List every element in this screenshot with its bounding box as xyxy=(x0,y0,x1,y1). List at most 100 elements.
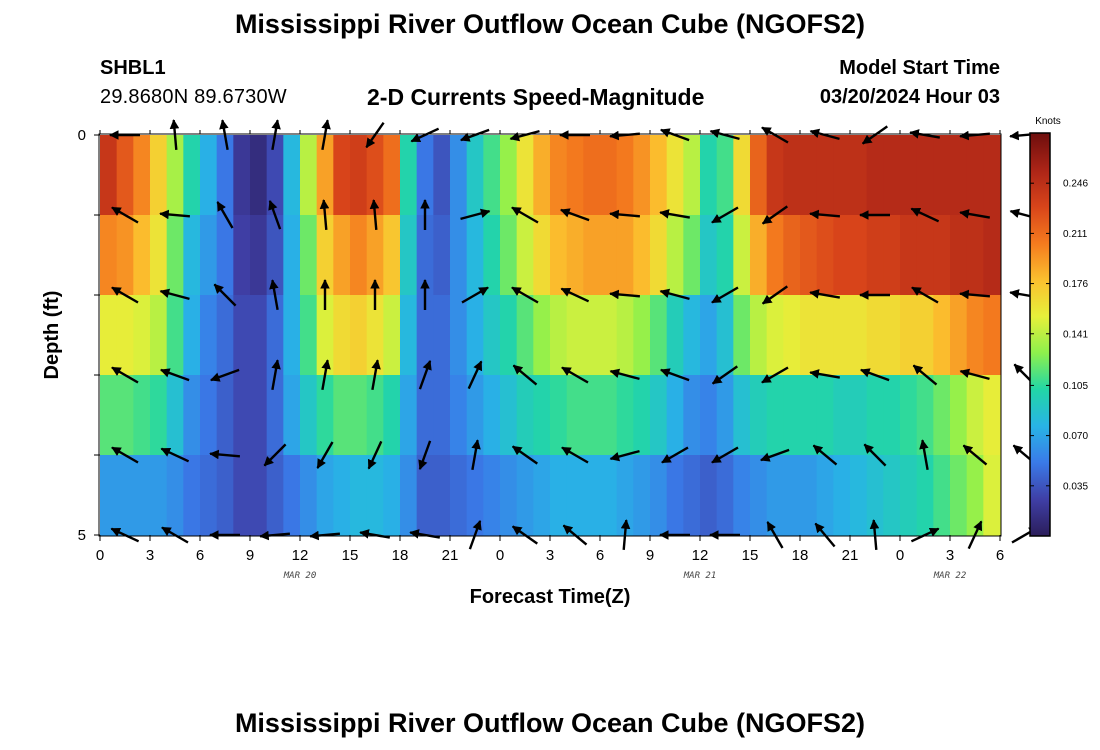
heatmap-cell xyxy=(383,135,401,216)
heatmap-cell xyxy=(183,135,201,216)
heatmap-cell xyxy=(983,215,1001,296)
current-arrow xyxy=(160,447,190,463)
current-arrow xyxy=(809,289,841,299)
heatmap-cell xyxy=(283,295,301,376)
heatmap-cell xyxy=(466,135,484,216)
heatmap-cell xyxy=(600,375,618,456)
current-arrow xyxy=(111,446,139,464)
current-arrow xyxy=(409,529,441,539)
heatmap-cell xyxy=(916,375,934,456)
current-arrow xyxy=(268,199,282,230)
heatmap-cell xyxy=(300,295,318,376)
heatmap-cell xyxy=(800,455,818,536)
heatmap-cell xyxy=(333,455,351,536)
current-arrow xyxy=(711,365,738,385)
current-arrow xyxy=(461,286,489,304)
heatmap-cell xyxy=(100,295,118,376)
heatmap-cell xyxy=(433,455,451,536)
heatmap-cell xyxy=(950,135,968,216)
current-arrow xyxy=(809,209,841,220)
heatmap-cell xyxy=(250,455,268,536)
current-arrow xyxy=(761,285,788,305)
current-arrow xyxy=(959,209,991,219)
current-arrow xyxy=(111,366,139,384)
heatmap-cell xyxy=(150,215,168,296)
heatmap-cell xyxy=(883,215,901,296)
heatmap-cell xyxy=(433,215,451,296)
heatmap-cell xyxy=(716,375,734,456)
heatmap-cell xyxy=(883,375,901,456)
heatmap-cell xyxy=(633,375,651,456)
heatmap-cell xyxy=(200,215,218,296)
heatmap-cell xyxy=(550,455,568,536)
model-start-label: Model Start Time xyxy=(839,57,1000,79)
heatmap-cell xyxy=(216,295,234,376)
current-arrow xyxy=(912,364,938,386)
heatmap-cell xyxy=(850,455,868,536)
current-arrow xyxy=(511,286,539,304)
current-arrow xyxy=(910,527,940,543)
heatmap-cell xyxy=(616,215,634,296)
colorbar-unit-label: Knots xyxy=(1035,116,1061,127)
heatmap-cell xyxy=(250,375,268,456)
heatmap-cell xyxy=(666,375,684,456)
heatmap-cell xyxy=(133,375,151,456)
heatmap-cell xyxy=(150,135,168,216)
heatmap-cell xyxy=(183,455,201,536)
heatmap-cell xyxy=(566,455,584,536)
current-arrow xyxy=(316,441,334,469)
heatmap-cell xyxy=(133,135,151,216)
current-arrow xyxy=(919,439,929,471)
current-arrow xyxy=(321,119,331,151)
heatmap-cell xyxy=(800,215,818,296)
heatmap-cell xyxy=(916,455,934,536)
heatmap-cell xyxy=(283,215,301,296)
current-arrow xyxy=(609,209,641,220)
heatmap-cell xyxy=(233,215,251,296)
current-arrow xyxy=(761,366,789,384)
current-arrow xyxy=(418,359,432,390)
heatmap-cell xyxy=(650,135,668,216)
heatmap-cell xyxy=(833,295,851,376)
heatmap-cell xyxy=(483,455,501,536)
heatmap-cell xyxy=(216,135,234,216)
current-arrow xyxy=(359,529,391,539)
heatmap-cell xyxy=(350,455,368,536)
heatmap-cell xyxy=(900,295,918,376)
current-arrow xyxy=(512,364,538,386)
current-arrow xyxy=(609,368,640,381)
heatmap-cell xyxy=(583,295,601,376)
heatmap-cell xyxy=(733,375,751,456)
colorbar-tick-label: 0.070 xyxy=(1063,431,1088,442)
colorbar-tick-label: 0.246 xyxy=(1063,179,1088,190)
heatmap-cell xyxy=(883,455,901,536)
heatmap-cell xyxy=(733,455,751,536)
x-axis-ticks: 0 3 6 9 12 15 18 21 0 3 6 9 12 15 18 21 0 3 6 MAR 20 MAR 21 M… xyxy=(96,130,1004,581)
heatmap-cell xyxy=(200,135,218,216)
heatmap-cell xyxy=(800,295,818,376)
heatmap-cell xyxy=(700,375,718,456)
current-arrow xyxy=(321,359,331,391)
heatmap-cell xyxy=(150,375,168,456)
current-arrow xyxy=(459,128,490,142)
heatmap-cell xyxy=(283,455,301,536)
heatmap-cell xyxy=(750,375,768,456)
heatmap-cell xyxy=(816,375,834,456)
heatmap-cell xyxy=(583,455,601,536)
heatmap-cell xyxy=(150,295,168,376)
x-tick-label: 18 xyxy=(392,547,409,564)
heatmap-cell xyxy=(250,135,268,216)
heatmap-cell xyxy=(466,295,484,376)
heatmap-cell xyxy=(866,375,884,456)
heatmap-cell xyxy=(966,375,984,456)
heatmap-cell xyxy=(583,215,601,296)
heatmap-cell xyxy=(650,295,668,376)
heatmap-cell xyxy=(983,375,1001,456)
current-arrow xyxy=(609,289,641,300)
heatmap-cell xyxy=(533,215,551,296)
heatmap-cell xyxy=(666,455,684,536)
heatmap-cell xyxy=(416,135,434,216)
current-arrow xyxy=(271,359,281,391)
heatmap-cell xyxy=(150,455,168,536)
heatmap-cell xyxy=(366,295,384,376)
